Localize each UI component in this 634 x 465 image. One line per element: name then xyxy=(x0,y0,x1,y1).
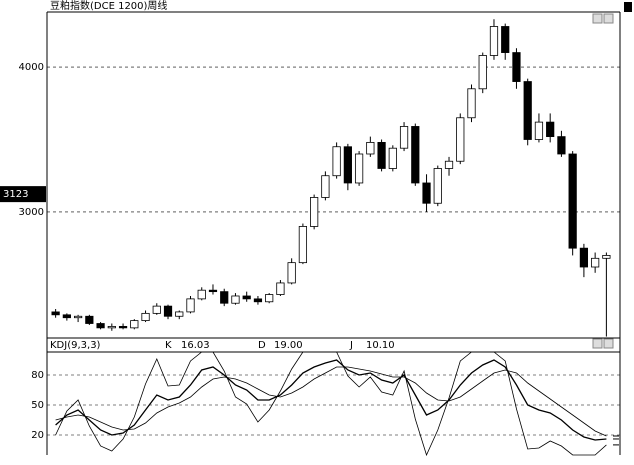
candle-body xyxy=(343,146,352,184)
candle-body xyxy=(388,147,397,169)
scroll-button[interactable] xyxy=(592,13,603,24)
candle-body xyxy=(62,314,71,319)
candle-body xyxy=(332,146,341,177)
y-tick-label: 20 xyxy=(31,430,44,441)
candle-body xyxy=(253,298,263,303)
candle-body xyxy=(377,141,386,169)
candle-body xyxy=(96,323,105,329)
y-tick-label: 3000 xyxy=(19,207,44,218)
candle-body xyxy=(152,305,161,314)
corner-marker xyxy=(624,2,632,12)
candle-body xyxy=(591,257,600,268)
candle-body xyxy=(579,247,589,268)
legend-value: 19.00 xyxy=(274,340,303,351)
candle-body xyxy=(467,88,476,119)
candle-body xyxy=(51,311,60,316)
scroll-button[interactable] xyxy=(603,13,614,24)
chart-title: 豆粕指数(DCE 1200)周线 xyxy=(50,0,167,12)
kdj-line xyxy=(55,366,607,437)
current-value-box xyxy=(0,186,46,203)
candle-body xyxy=(85,315,94,324)
candle-body xyxy=(220,291,229,304)
candle-body xyxy=(186,298,195,313)
legend-name: J xyxy=(349,340,353,351)
legend-name: D xyxy=(258,340,266,351)
candle-body xyxy=(489,26,499,56)
candle-body xyxy=(265,294,274,303)
candle-body xyxy=(478,55,487,90)
scroll-button[interactable] xyxy=(603,338,614,349)
y-tick-label: 4000 xyxy=(19,62,44,73)
candle-body xyxy=(411,126,420,184)
scroll-button[interactable] xyxy=(592,338,603,349)
candle-body xyxy=(534,121,544,140)
candle-body xyxy=(456,117,465,162)
candle-body xyxy=(231,295,240,304)
candle-body xyxy=(298,226,308,264)
candle-body xyxy=(422,182,431,204)
y-tick-label: 80 xyxy=(31,370,44,381)
candle-body xyxy=(433,168,442,204)
indicator-title: KDJ(9,3,3) xyxy=(50,340,101,351)
candle-body xyxy=(399,126,409,149)
candle-body xyxy=(321,175,330,198)
candle-body xyxy=(73,315,83,319)
kdj-line xyxy=(55,359,607,441)
candle-body xyxy=(354,153,364,184)
kdj-line xyxy=(55,351,607,457)
legend-value: 10.10 xyxy=(366,340,395,351)
candle-body xyxy=(208,289,218,293)
candle-body xyxy=(310,197,319,227)
candle-body xyxy=(276,282,285,295)
candle-body xyxy=(118,326,128,329)
candle-body xyxy=(602,255,611,259)
y-tick-label: 50 xyxy=(31,400,44,411)
legend-name: K xyxy=(165,340,172,351)
candle-body xyxy=(557,136,566,155)
candle-body xyxy=(523,81,532,140)
candle-body xyxy=(501,26,510,53)
candle-body xyxy=(107,326,116,329)
candle-body xyxy=(242,295,251,300)
current-value-label: 3123 xyxy=(3,189,28,200)
legend-value: 16.03 xyxy=(181,340,210,351)
candle-body xyxy=(546,121,555,138)
candle-body xyxy=(175,311,184,317)
candle-body xyxy=(130,320,139,329)
candle-body xyxy=(197,289,206,300)
candle-body xyxy=(141,312,150,322)
candle-body xyxy=(444,160,454,169)
candle-body xyxy=(512,52,521,82)
candle-body xyxy=(568,153,577,249)
candle-body xyxy=(366,141,375,155)
candle-body xyxy=(287,262,296,284)
candle-body xyxy=(163,305,173,317)
